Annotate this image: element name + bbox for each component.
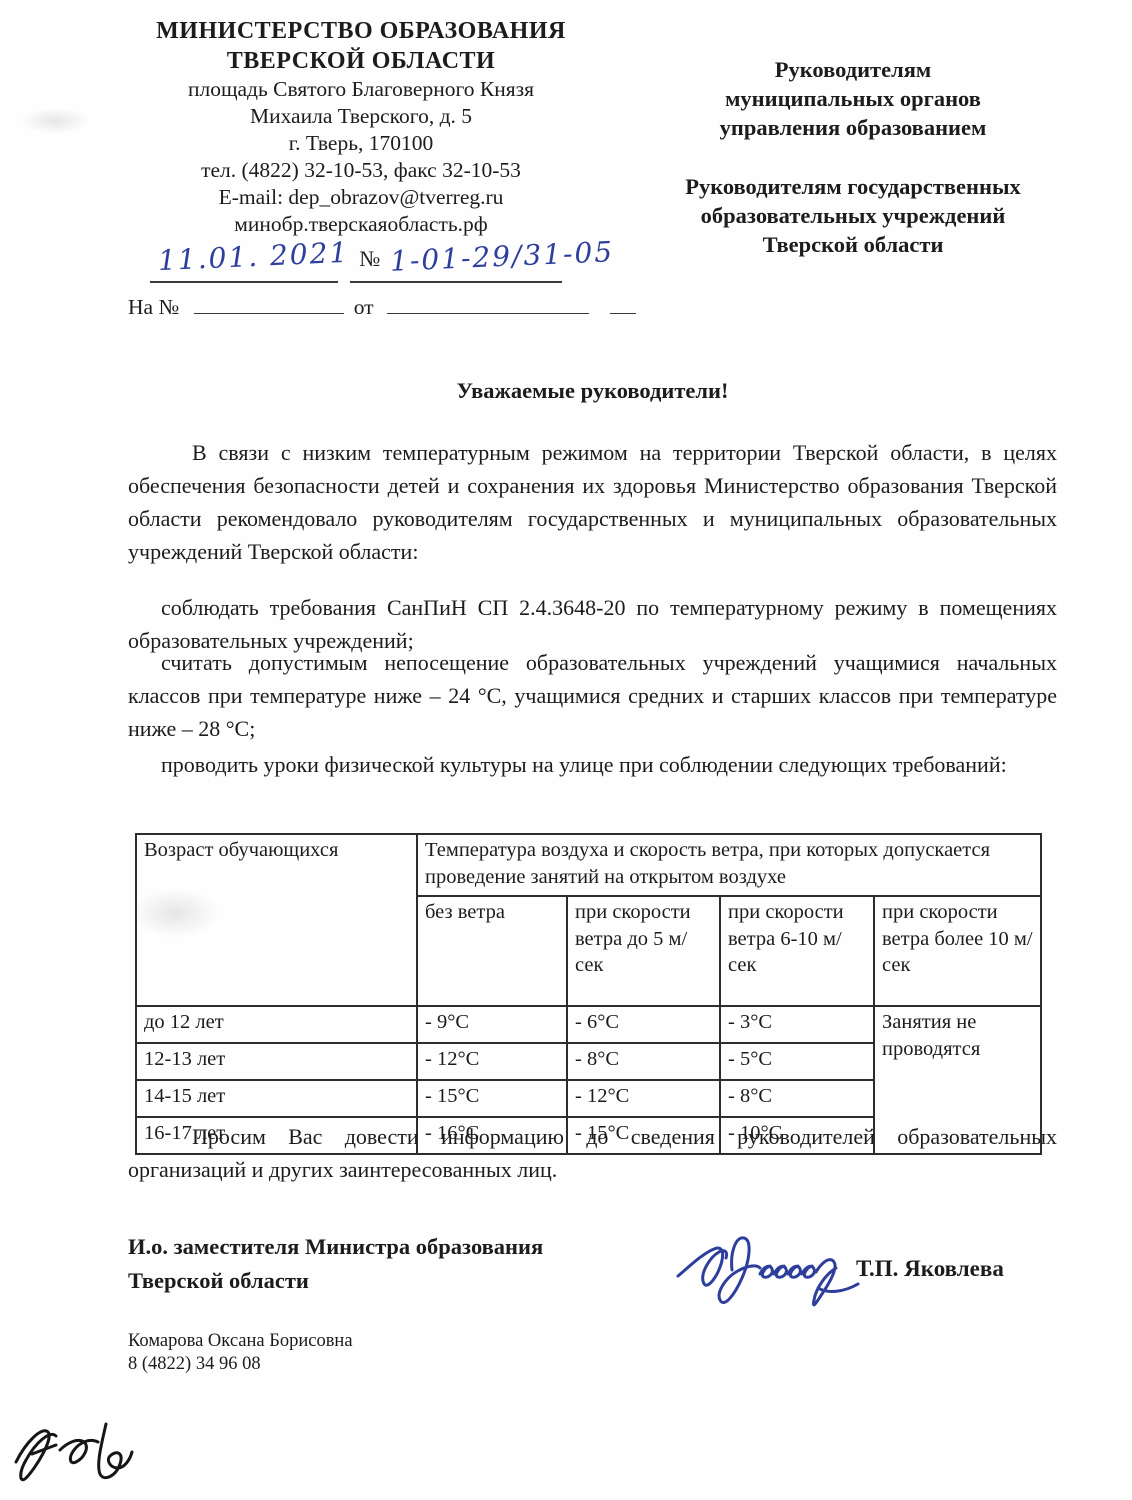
temp-cell: - 16°С <box>416 1116 568 1155</box>
temp-cell: - 15°С <box>566 1116 721 1155</box>
body-paragraph-2: соблюдать требования СанПиН СП 2.4.3648-… <box>128 595 1057 653</box>
reply-from-label: от <box>353 295 374 319</box>
signature-stroke <box>816 1282 860 1293</box>
temp-cell: - 12°С <box>416 1042 568 1081</box>
table-header-row-sub: без ветра при скорости ветра до 5 м/сек … <box>136 895 1042 1007</box>
temp-cell: - 8°С <box>566 1042 721 1081</box>
number-underline <box>350 281 562 283</box>
body-paragraph-4: проводить уроки физической культуры на у… <box>161 752 1007 777</box>
temp-cell: - 6°С <box>566 1005 721 1044</box>
handwritten-scribble-icon <box>14 1422 134 1482</box>
col-header-wind-to5: при скорости ветра до 5 м/сек <box>566 895 721 1007</box>
recipient-line: управления образованием <box>719 115 987 140</box>
signature-stroke <box>717 1236 762 1304</box>
table-row: до 12 лет - 9°С - 6°С - 3°С Занятия не п… <box>135 1005 1042 1155</box>
registration-line: 11.01. 2021 № 1-01-29/31-05 <box>157 235 615 278</box>
temp-cell: - 5°С <box>719 1042 875 1081</box>
handwritten-date: 11.01. 2021 <box>157 235 350 278</box>
executor-name: Комарова Оксана Борисовна <box>128 1331 353 1351</box>
age-cell: 16-17 лет <box>135 1116 418 1155</box>
col-header-wind-6-10: при скорости ветра 6-10 м/сек <box>719 895 875 1007</box>
temp-cell: - 12°С <box>566 1079 721 1118</box>
org-email: E-mail: dep_obrazov@tverreg.ru <box>218 185 504 209</box>
closing-paragraph: Просим Вас довести информацию до сведени… <box>128 1124 1057 1182</box>
signature-stroke <box>812 1258 838 1307</box>
reply-number-blank <box>194 295 345 314</box>
signature-stroke <box>676 1246 728 1287</box>
temp-cell: - 8°С <box>719 1079 875 1118</box>
table-row: 12-13 лет - 12°С - 8°С - 5°С <box>135 1042 1041 1081</box>
recipient-line: Руководителям государственных <box>685 174 1021 199</box>
date-underline <box>150 281 338 283</box>
reply-end-dash <box>610 295 637 314</box>
signatory-position: И.о. заместителя Министра образования Тв… <box>128 1230 543 1298</box>
org-phone: тел. (4822) 32-10-53, факс 32-10-53 <box>201 158 521 182</box>
reply-date-blank <box>386 295 589 314</box>
no-classes-cell: Занятия не проводятся <box>873 1005 1042 1155</box>
signatory-position-line2: Тверской области <box>128 1268 309 1293</box>
letterhead: МИНИСТЕРСТВО ОБРАЗОВАНИЯ ТВЕРСКОЙ ОБЛАСТ… <box>118 16 604 238</box>
signatory-position-line1: И.о. заместителя Министра образования <box>128 1234 544 1259</box>
executor-phone: 8 (4822) 34 96 08 <box>128 1354 261 1374</box>
number-sign-label: № <box>359 246 381 271</box>
temp-cell: - 10°С <box>719 1116 875 1155</box>
org-name-line2: ТВЕРСКОЙ ОБЛАСТИ <box>226 48 496 74</box>
age-cell: 14-15 лет <box>135 1079 418 1118</box>
org-name-line1: МИНИСТЕРСТВО ОБРАЗОВАНИЯ <box>156 18 566 44</box>
col-header-no-wind: без ветра <box>416 895 568 1007</box>
signatory-name: Т.П. Яковлева <box>856 1256 1004 1281</box>
body-paragraph-1: В связи с низким температурным режимом н… <box>128 440 1057 564</box>
temp-cell: - 9°С <box>416 1005 568 1044</box>
col-header-wind-over10: при скорости ветра более 10 м/сек <box>873 895 1042 1007</box>
table-header-row-top: Возраст обучающихся Температура воздуха … <box>135 833 1042 1007</box>
scan-smudge <box>20 108 90 134</box>
age-cell: 12-13 лет <box>135 1042 418 1081</box>
table-row: 14-15 лет - 15°С - 12°С - 8°С <box>135 1079 1041 1118</box>
body-paragraph-3: считать допустимым непосещение образоват… <box>128 650 1057 741</box>
temperature-wind-table: Возраст обучающихся Температура воздуха … <box>135 833 1042 1155</box>
handwritten-signature-icon <box>676 1236 860 1307</box>
recipient-line: Руководителям <box>774 57 932 82</box>
table-row: 16-17 лет - 16°С - 15°С - 10°С <box>135 1116 1041 1155</box>
recipient-block-municipal: Руководителям муниципальных органов упра… <box>628 55 1078 142</box>
salutation: Уважаемые руководители! <box>456 378 729 403</box>
org-address-line1: площадь Святого Благоверного Князя <box>187 77 535 101</box>
age-column-header: Возраст обучающихся <box>135 833 418 1007</box>
reply-label: На № <box>128 295 179 319</box>
recipient-block-state: Руководителям государственных образовате… <box>628 172 1078 259</box>
scan-smudge <box>130 888 220 938</box>
handwritten-number: 1-01-29/31-05 <box>389 235 615 278</box>
signature-stroke <box>758 1264 816 1279</box>
temp-cell: - 15°С <box>416 1079 568 1118</box>
temp-cell: - 3°С <box>719 1005 875 1044</box>
recipient-line: образовательных учреждений <box>700 203 1006 228</box>
executor-contact: Комарова Оксана Борисовна 8 (4822) 34 96… <box>128 1330 353 1376</box>
age-cell: до 12 лет <box>135 1005 418 1044</box>
org-address-line2: Михаила Тверского, д. 5 <box>249 104 473 128</box>
span-column-header: Температура воздуха и скорость ветра, пр… <box>416 833 1042 897</box>
org-website: минобр.тверскаяобласть.рф <box>234 212 488 236</box>
recipient-line: Тверской области <box>762 232 944 257</box>
reply-reference-line: На № от <box>128 295 637 320</box>
org-address-line3: г. Тверь, 170100 <box>288 131 434 155</box>
recipient-line: муниципальных органов <box>725 86 981 111</box>
